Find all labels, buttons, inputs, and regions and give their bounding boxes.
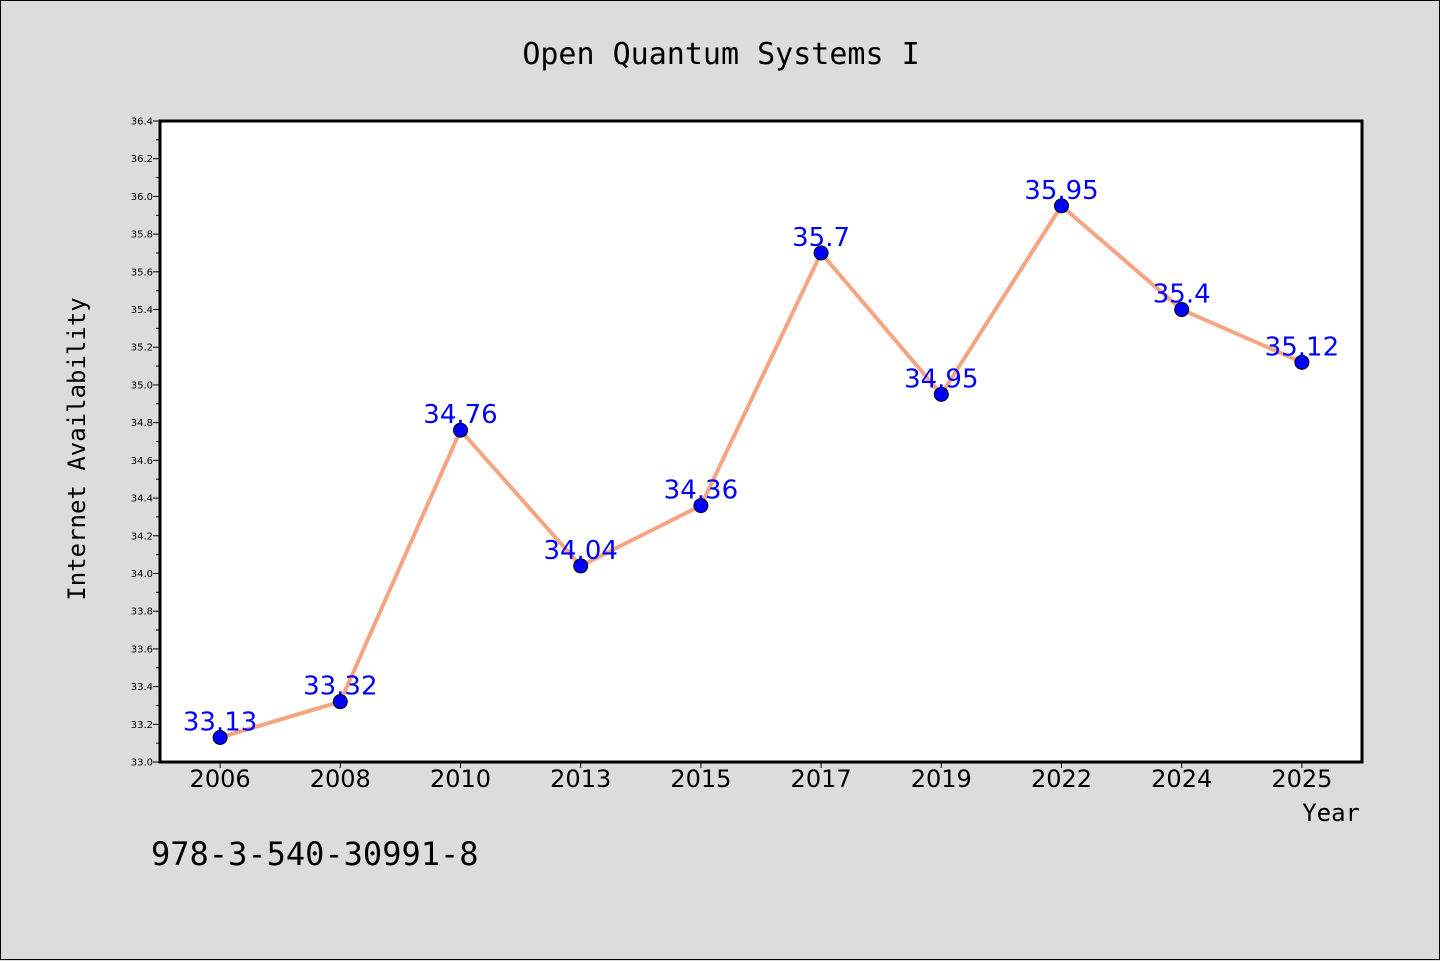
data-label: 33.32 [303, 672, 377, 702]
data-label: 33.13 [183, 707, 257, 737]
x-tick-label: 2024 [1151, 765, 1212, 793]
data-point [1174, 302, 1190, 318]
y-tick-label: 34.4 [131, 494, 153, 505]
y-tick-label: 36.2 [131, 154, 153, 165]
y-tick-label: 35.0 [131, 380, 153, 391]
x-tick-label: 2008 [310, 765, 371, 793]
data-label: 34.95 [904, 364, 978, 394]
y-tick-label: 36.0 [131, 192, 153, 203]
data-label: 35.7 [792, 223, 850, 253]
data-point [933, 386, 949, 402]
y-tick-label: 34.2 [131, 531, 153, 542]
data-label: 34.76 [423, 400, 497, 430]
data-label: 35.12 [1265, 332, 1339, 362]
data-label: 34.36 [664, 476, 738, 506]
x-axis-ticks: 2006 2008 2010 2013 2015 2017 2019 2022 2024 2025 [190, 762, 1332, 793]
y-axis-label: Internet Availability [63, 297, 91, 600]
y-tick-label: 33.6 [131, 644, 153, 655]
y-tick-label: 35.6 [131, 267, 153, 278]
series-group [212, 198, 1310, 745]
data-point [1294, 354, 1310, 370]
y-tick-label: 36.4 [131, 117, 153, 128]
data-point [212, 729, 228, 745]
data-point [693, 498, 709, 514]
x-tick-label: 2013 [550, 765, 611, 793]
y-tick-label: 35.2 [131, 343, 153, 354]
chart-title: Open Quantum Systems I [522, 37, 919, 72]
series-line [219, 203, 1303, 740]
data-point [813, 245, 829, 261]
x-tick-label: 2010 [430, 765, 491, 793]
x-tick-label: 2017 [791, 765, 852, 793]
y-tick-label: 34.6 [131, 456, 153, 467]
x-tick-label: 2019 [911, 765, 972, 793]
plot-area [160, 121, 1362, 762]
data-point [1054, 198, 1069, 214]
isbn-footnote: 978-3-540-30991-8 [151, 835, 479, 873]
y-tick-label: 35.8 [131, 230, 153, 241]
y-tick-label: 33.0 [131, 758, 153, 769]
y-tick-label: 34.0 [131, 569, 153, 580]
data-labels: 33.13 33.32 34.76 34.04 34.36 35.7 34.95 35.95 3… [183, 176, 1339, 738]
data-point [332, 694, 348, 710]
y-tick-label: 35.4 [131, 305, 153, 316]
data-label: 35.4 [1153, 280, 1211, 310]
x-tick-label: 2022 [1031, 765, 1092, 793]
data-label: 35.95 [1024, 176, 1098, 206]
x-tick-label: 2025 [1271, 765, 1332, 793]
y-tick-label: 33.2 [131, 720, 153, 731]
data-label: 34.04 [543, 536, 617, 566]
y-tick-label: 34.8 [131, 418, 153, 429]
plot-border [158, 119, 1364, 764]
y-axis-ticks: 33.0 33.2 33.4 33.6 33.8 34.0 34.2 34.4 34.6 34.8… [131, 117, 160, 769]
y-tick-label: 33.4 [131, 682, 153, 693]
x-tick-label: 2006 [190, 765, 251, 793]
data-point [453, 422, 468, 438]
data-point [573, 558, 589, 574]
y-tick-label: 33.8 [131, 607, 153, 618]
x-axis-label: Year [1302, 799, 1360, 827]
x-tick-label: 2015 [670, 765, 731, 793]
